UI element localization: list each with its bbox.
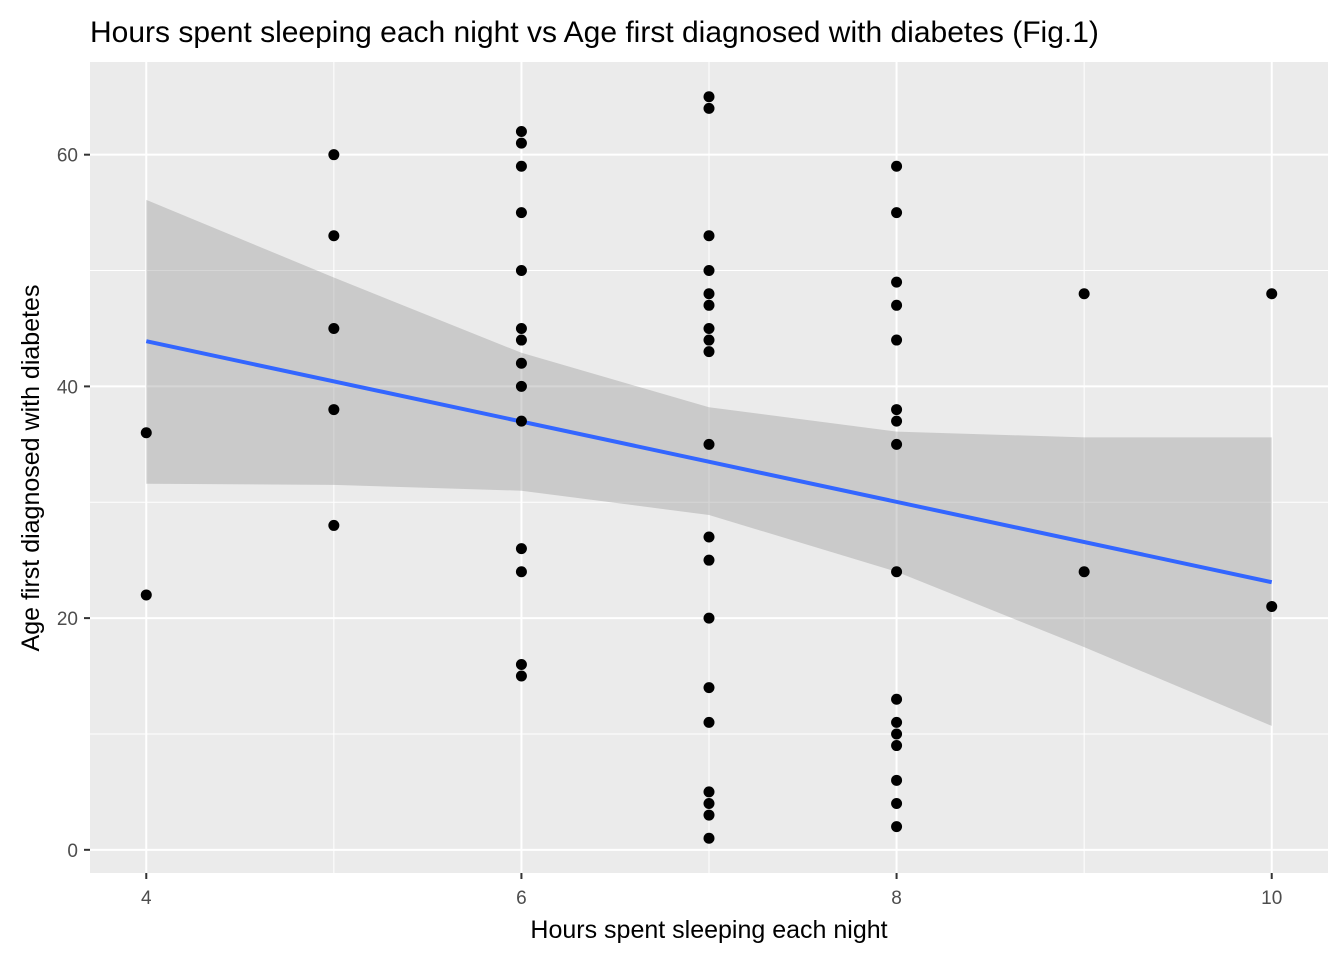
data-point xyxy=(140,427,152,439)
data-point xyxy=(515,543,527,555)
data-point xyxy=(515,658,527,670)
data-point xyxy=(891,774,903,786)
chart-title: Hours spent sleeping each night vs Age f… xyxy=(90,16,1099,49)
data-point xyxy=(703,716,715,728)
fit-line xyxy=(145,339,1273,585)
y-axis-ticks: 0 20 40 60 xyxy=(57,146,90,862)
data-point xyxy=(891,438,903,450)
x-tick-label: 10 xyxy=(1261,888,1282,909)
data-point xyxy=(328,519,340,531)
data-point xyxy=(515,160,527,172)
data-point xyxy=(891,207,903,219)
data-point xyxy=(703,102,715,114)
data-point xyxy=(891,299,903,311)
data-point xyxy=(515,126,527,138)
data-point xyxy=(703,786,715,798)
data-point xyxy=(515,322,527,334)
data-point xyxy=(140,589,152,601)
data-point xyxy=(515,334,527,346)
data-point xyxy=(515,357,527,369)
data-point xyxy=(891,160,903,172)
data-point xyxy=(703,334,715,346)
data-point xyxy=(515,670,527,682)
data-point xyxy=(703,438,715,450)
data-point xyxy=(1078,566,1090,578)
data-point xyxy=(515,137,527,149)
data-point xyxy=(515,380,527,392)
data-point xyxy=(703,230,715,242)
y-tick-label: 60 xyxy=(57,146,78,167)
data-point xyxy=(1078,288,1090,300)
data-point xyxy=(891,728,903,740)
x-axis-label: Hours spent sleeping each night xyxy=(530,916,887,944)
x-tick-label: 8 xyxy=(891,888,902,909)
data-point xyxy=(891,566,903,578)
data-point xyxy=(703,612,715,624)
y-tick-label: 20 xyxy=(57,609,78,630)
data-point xyxy=(515,207,527,219)
y-tick-label: 0 xyxy=(67,841,78,862)
x-tick-label: 6 xyxy=(516,888,527,909)
data-point xyxy=(328,230,340,242)
data-point xyxy=(891,404,903,416)
data-point xyxy=(515,415,527,427)
y-tick-label: 40 xyxy=(57,377,78,398)
data-point xyxy=(703,554,715,566)
data-point xyxy=(703,265,715,277)
data-point xyxy=(891,821,903,833)
data-point xyxy=(703,531,715,543)
data-point xyxy=(891,740,903,752)
data-point xyxy=(703,299,715,311)
x-tick-label: 4 xyxy=(141,888,152,909)
data-point xyxy=(703,809,715,821)
data-point xyxy=(515,265,527,277)
data-point xyxy=(891,415,903,427)
data-point xyxy=(328,404,340,416)
data-point xyxy=(703,797,715,809)
data-point xyxy=(515,566,527,578)
data-point xyxy=(703,682,715,694)
data-point xyxy=(891,716,903,728)
data-point xyxy=(1266,601,1278,613)
data-point xyxy=(891,693,903,705)
data-point xyxy=(891,797,903,809)
data-point xyxy=(891,276,903,288)
data-point xyxy=(328,149,340,161)
data-point xyxy=(703,91,715,103)
grid-major xyxy=(90,62,1328,873)
data-point xyxy=(703,832,715,844)
data-point xyxy=(328,322,340,334)
data-point xyxy=(1266,288,1278,300)
y-axis-label: Age first diagnosed with diabetes xyxy=(17,285,45,652)
x-axis-ticks: 4 6 8 10 xyxy=(141,873,1282,909)
data-points xyxy=(140,91,1278,844)
data-point xyxy=(703,288,715,300)
data-point xyxy=(703,322,715,334)
data-point xyxy=(891,334,903,346)
data-point xyxy=(703,346,715,358)
